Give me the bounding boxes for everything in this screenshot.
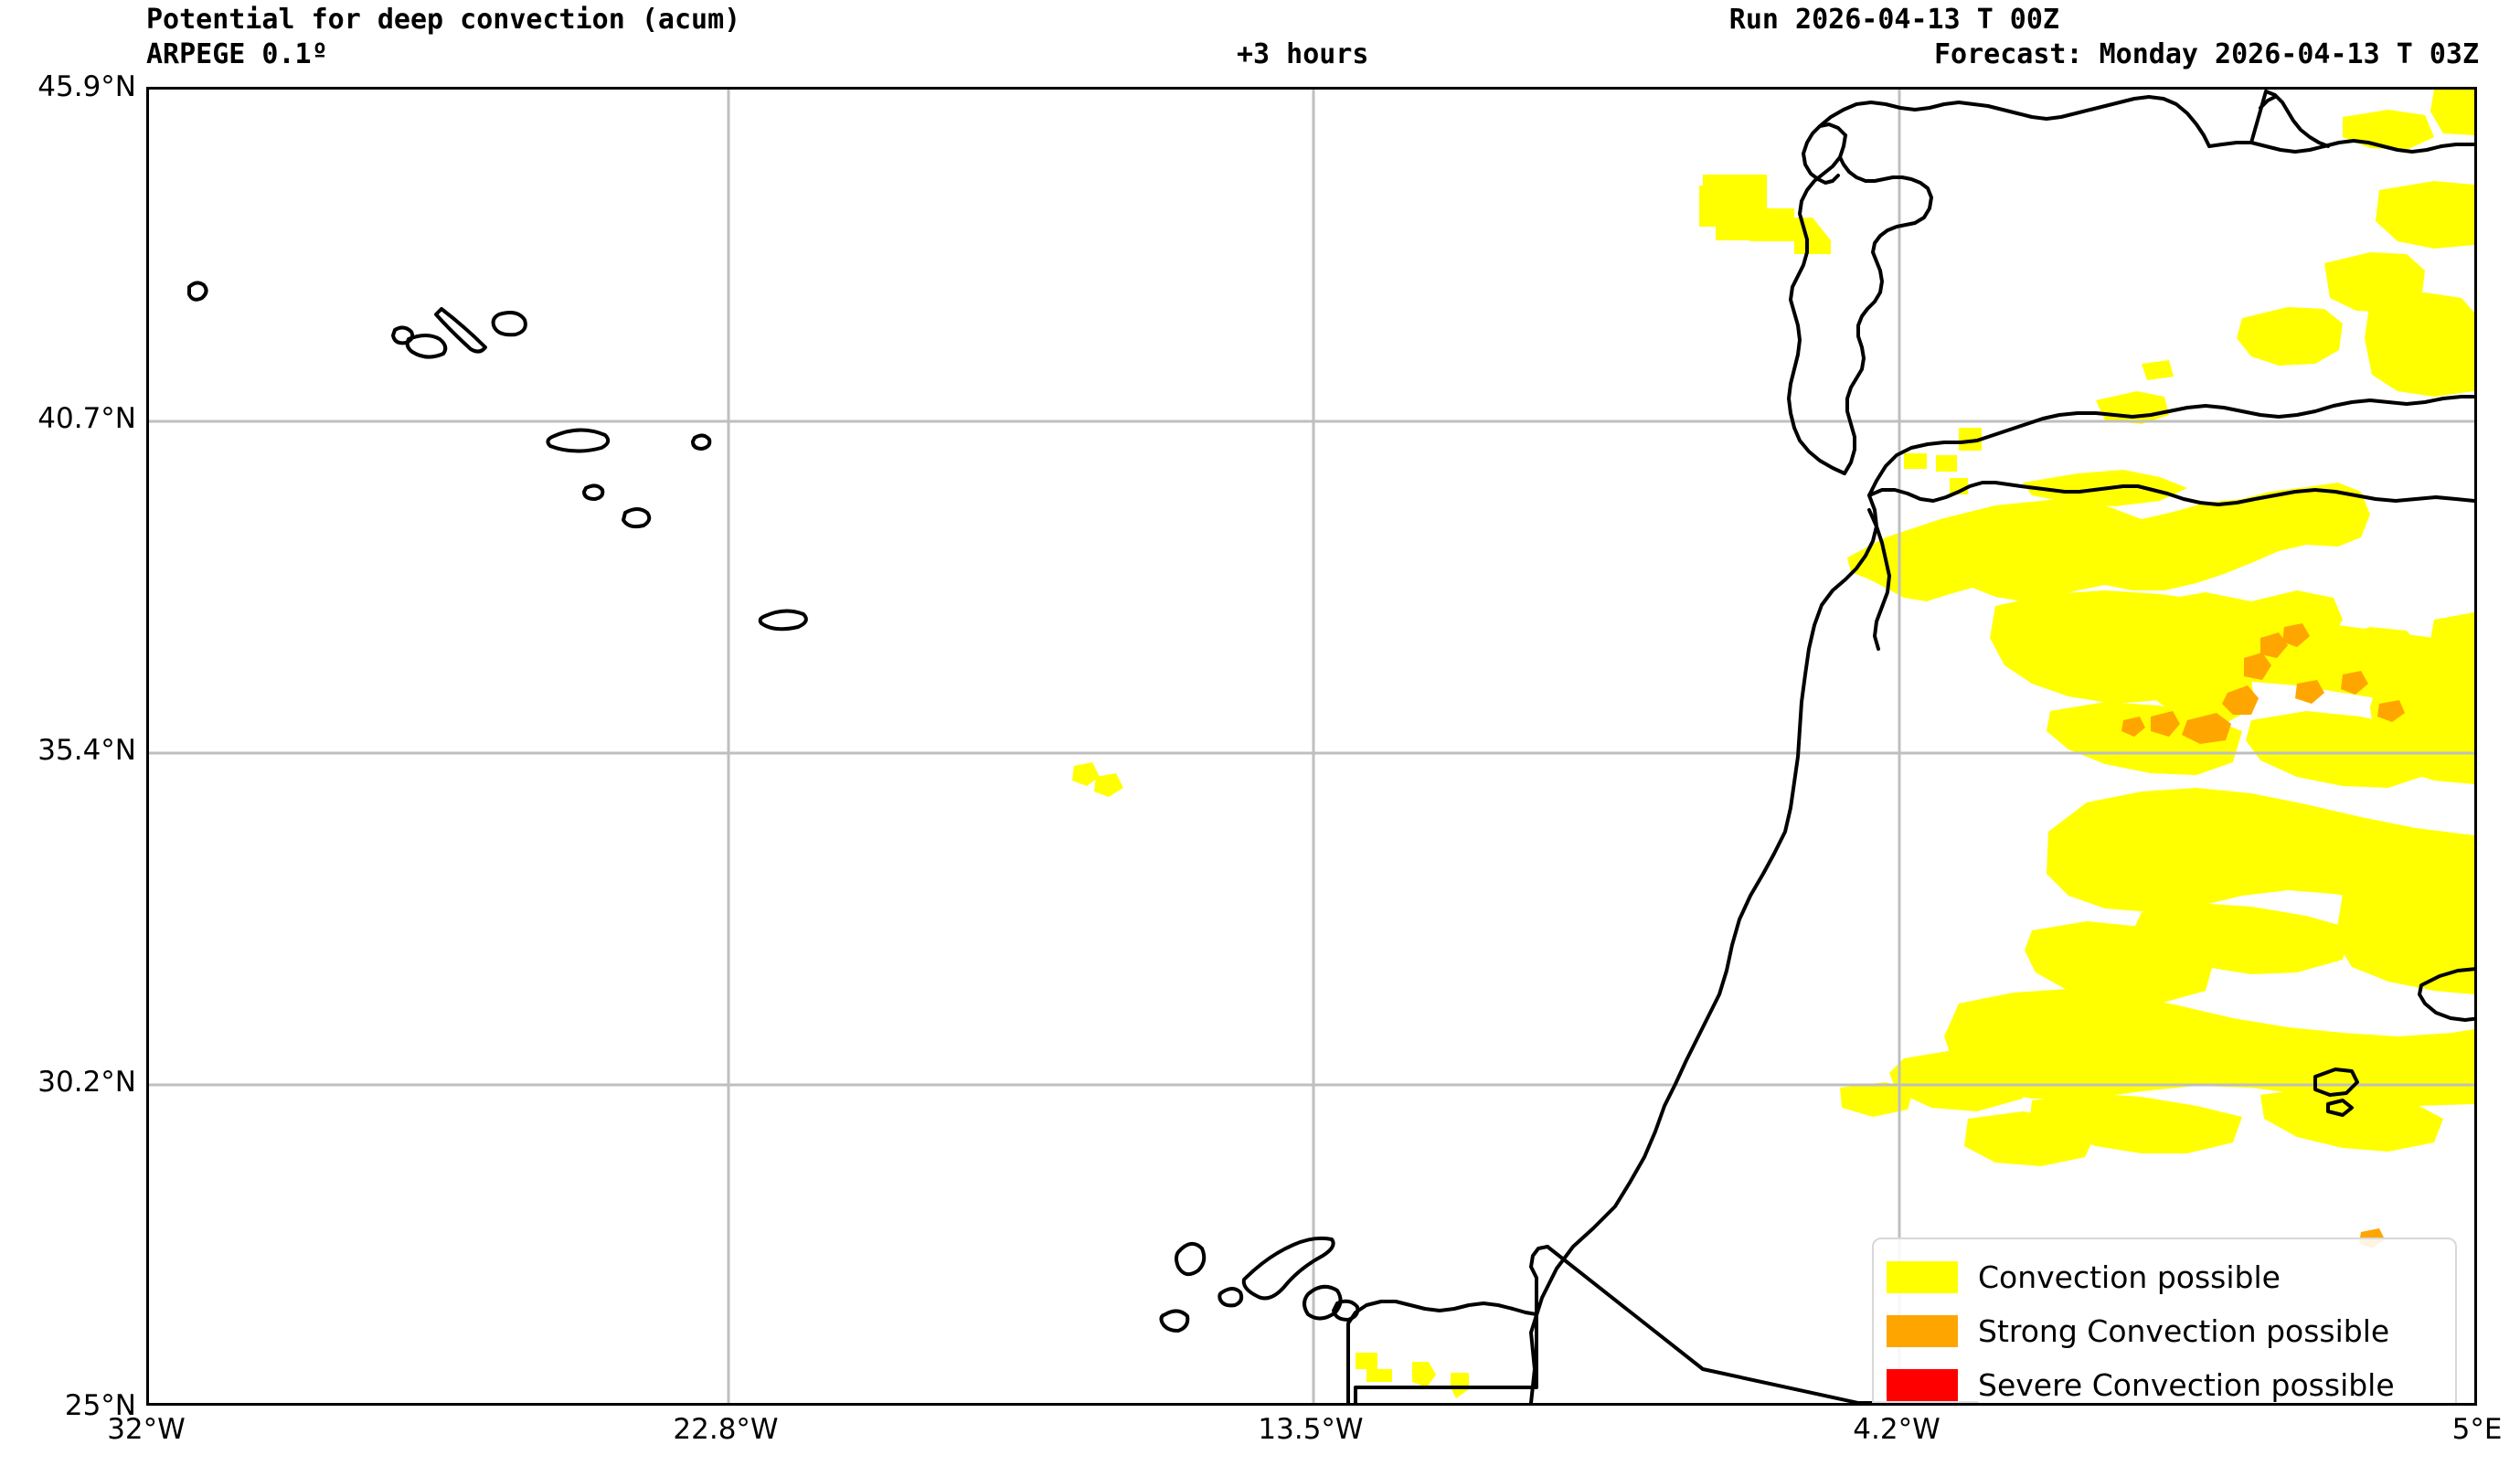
- model-label: ARPEGE 0.1º: [146, 38, 328, 70]
- x-tick-label-2: 13.5°W: [1258, 1413, 1364, 1446]
- legend-label-convection: Convection possible: [1978, 1259, 2281, 1295]
- legend-swatch-convection: [1887, 1261, 1958, 1293]
- grid-lines: [149, 90, 2474, 1403]
- legend-item: Strong Convection possible: [1887, 1304, 2439, 1358]
- lead-time-label: +3 hours: [1237, 38, 1369, 70]
- y-tick-label-4: 25°N: [64, 1389, 136, 1422]
- map-plot-area[interactable]: Convection possible Strong Convection po…: [146, 87, 2477, 1406]
- forecast-timestamp: Forecast: Monday 2026-04-13 T 03Z: [1933, 38, 2479, 70]
- x-tick-label-1: 22.8°W: [673, 1413, 779, 1446]
- convection-possible-layer: [1072, 90, 2474, 1398]
- page-title: Potential for deep convection (acum): [146, 4, 741, 36]
- strong-convection-layer: [2121, 623, 2405, 1248]
- legend-label-severe-convection: Severe Convection possible: [1978, 1367, 2395, 1403]
- weather-map: [149, 90, 2474, 1403]
- legend-item: Convection possible: [1887, 1250, 2439, 1304]
- y-tick-label-0: 45.9°N: [37, 70, 136, 103]
- legend-swatch-severe-convection: [1887, 1369, 1958, 1401]
- coastline-layer: [187, 90, 2474, 1403]
- legend-swatch-strong-convection: [1887, 1315, 1958, 1347]
- y-tick-label-3: 30.2°N: [37, 1066, 136, 1099]
- y-tick-label-2: 35.4°N: [37, 734, 136, 767]
- x-tick-label-0: 32°W: [107, 1413, 186, 1446]
- x-tick-label-3: 4.2°W: [1853, 1413, 1941, 1446]
- legend-item: Severe Convection possible: [1887, 1358, 2439, 1403]
- x-tick-label-4: 5°E: [2451, 1413, 2503, 1446]
- legend-label-strong-convection: Strong Convection possible: [1978, 1313, 2390, 1349]
- header: Potential for deep convection (acum) ARP…: [0, 0, 2520, 87]
- y-tick-label-1: 40.7°N: [37, 402, 136, 435]
- legend: Convection possible Strong Convection po…: [1872, 1238, 2457, 1403]
- run-timestamp: Run 2026-04-13 T 00Z: [1728, 4, 2059, 36]
